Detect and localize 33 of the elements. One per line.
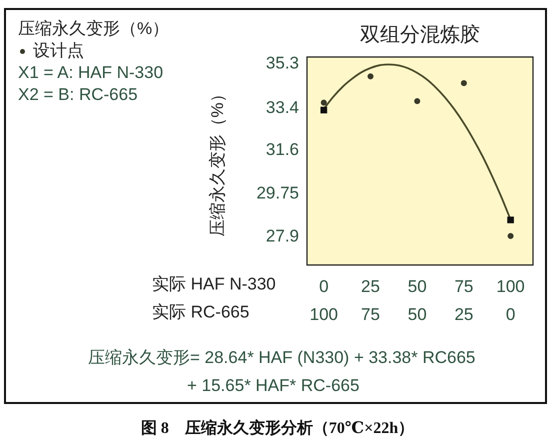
y-tick-label: 35.3 (266, 54, 299, 73)
y-tick-label: 27.9 (266, 226, 299, 246)
point (460, 80, 467, 86)
point (320, 106, 328, 114)
text: + 15.65* HAF* RC-665 (187, 375, 360, 397)
caption: 图 8 压缩永久变形分析（70℃×22h） (140, 418, 416, 439)
point (320, 100, 327, 106)
text: 压缩永久变形= 28.64* HAF (N330) + 33.38* RC665 (88, 347, 476, 369)
y-tick-label: 31.6 (266, 140, 299, 160)
text: X1 = A: HAF N-330 (18, 62, 164, 84)
legend-title: 压缩永久变形（%） (18, 18, 170, 40)
x2-axis-title: 实际 RC-665 (152, 302, 250, 322)
x-tick-label: 75 (454, 276, 474, 296)
point (507, 216, 514, 224)
x-tick-label: 0 (319, 276, 329, 296)
x2-tick-label: 50 (408, 304, 427, 324)
legend-label: 设计点 (33, 40, 84, 62)
x-tick-label: 50 (408, 276, 427, 296)
text: X2 = B: RC-665 (18, 84, 139, 106)
x2-tick-label: 25 (454, 304, 474, 324)
chart-title: 双组分混炼胶 (360, 24, 480, 46)
x-tick-label: 100 (496, 276, 525, 296)
point (414, 98, 420, 104)
y-tick-label: 33.4 (266, 98, 299, 118)
x2-tick-label: 100 (310, 304, 338, 324)
x2-tick-label: 75 (361, 304, 380, 324)
point (508, 233, 514, 240)
x-axis-title: 实际 HAF N-330 (152, 274, 276, 294)
y-axis-title: 压缩永久变形（%） (208, 85, 227, 237)
y-tick-label: 29.75 (256, 183, 299, 202)
point (368, 73, 374, 80)
x-tick-label: 25 (361, 276, 380, 296)
x2-tick-label: 0 (506, 304, 516, 324)
